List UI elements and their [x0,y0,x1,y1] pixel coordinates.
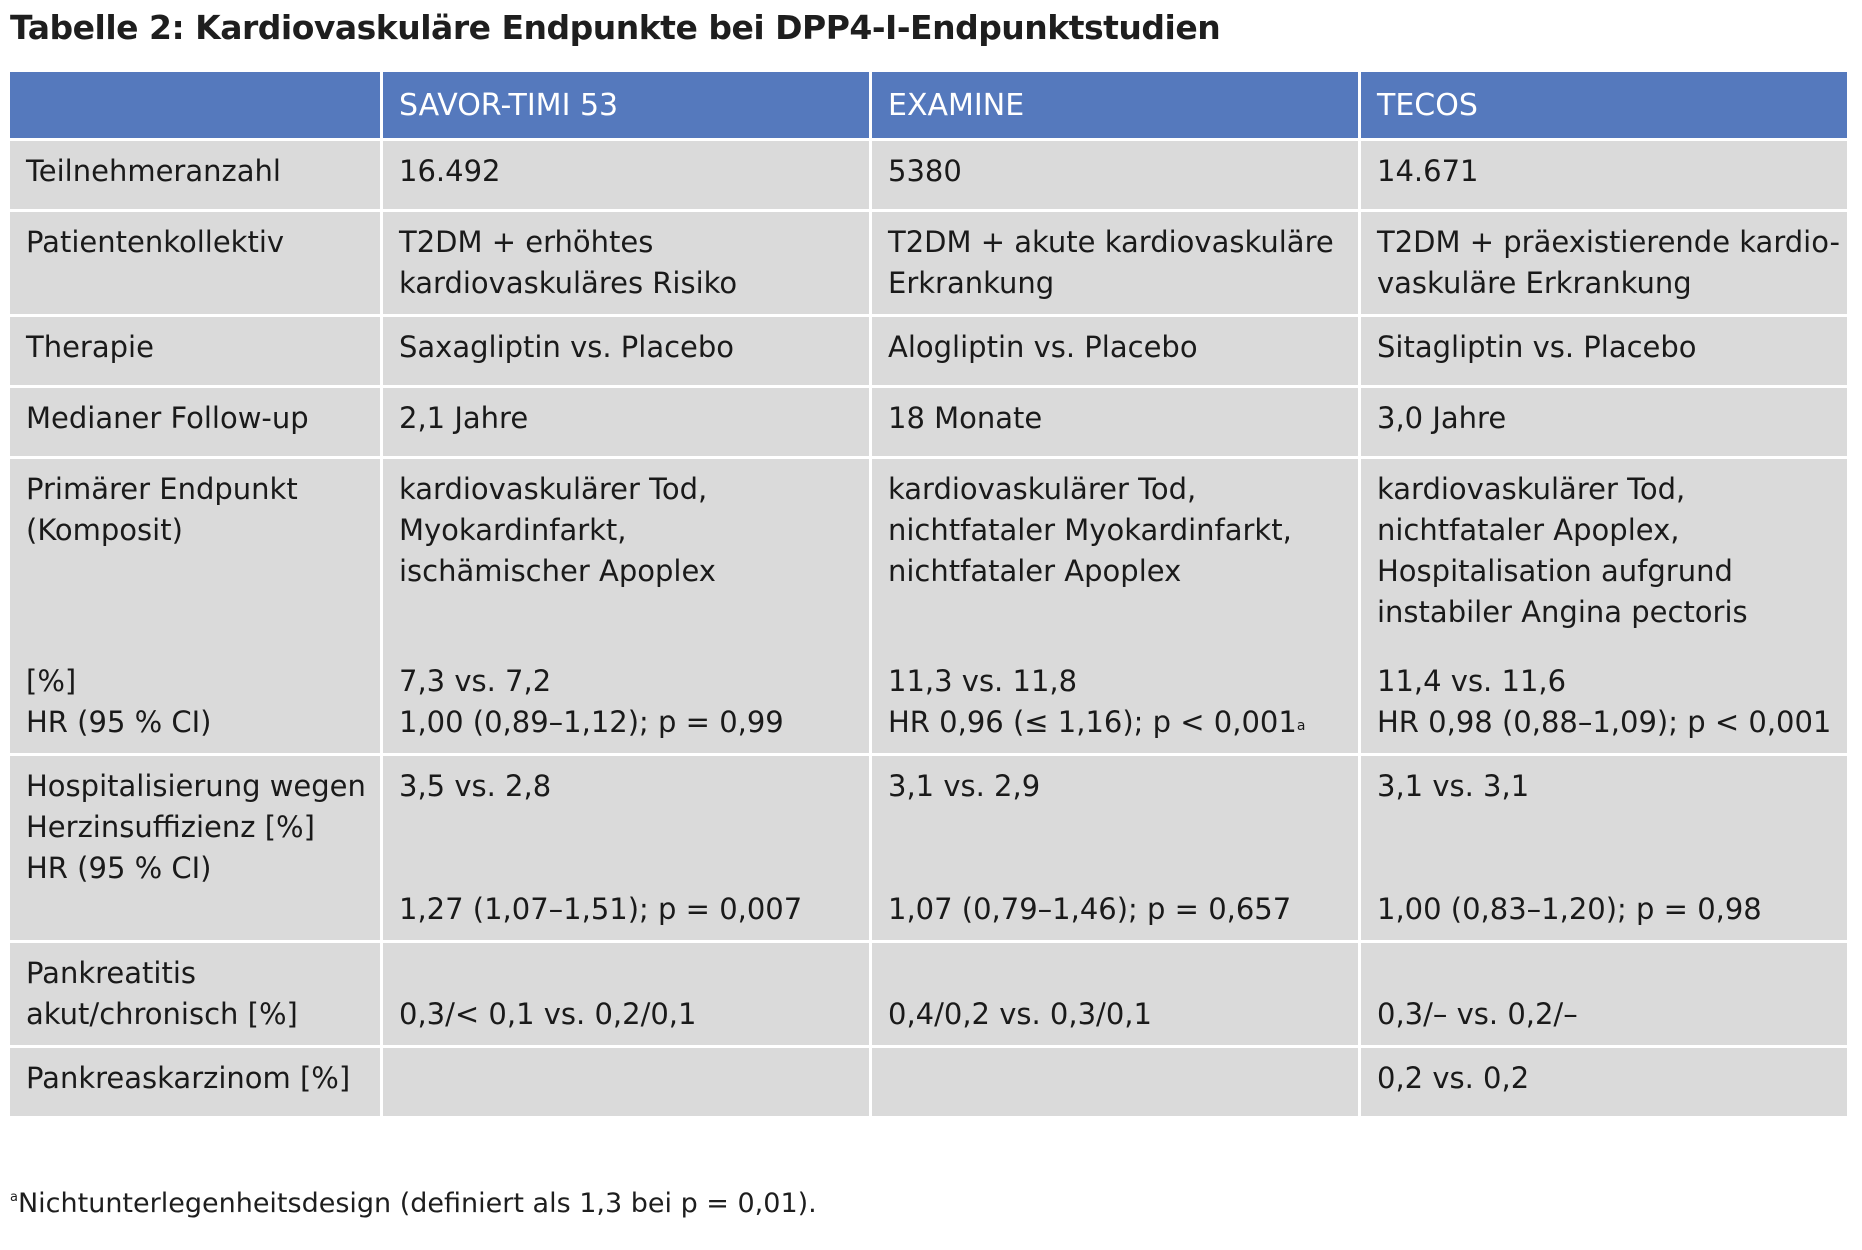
cell-line: 3,1 vs. 2,9 [888,769,1041,803]
row-label: Patientenkollektiv [10,212,380,314]
table-cell: kardiovaskulärer Tod, nichtfataler Apopl… [1361,459,1847,753]
table-cell [872,1048,1358,1116]
cell-line: kardiovaskuläres Risiko [399,266,738,300]
row-label: Pankreaskarzinom [%] [10,1048,380,1116]
table-cell: 3,1 vs. 3,1 1,00 (0,83–1,20); p = 0,98 [1361,756,1847,940]
cell-line: 1,07 (0,79–1,46); p = 0,657 [888,892,1292,926]
cell-line: 7,3 vs. 7,2 [399,664,552,698]
cell-line: 0,3/< 0,1 vs. 0,2/0,1 [399,997,697,1031]
header-examine: EXAMINE [872,72,1358,138]
table-cell: 3,0 Jahre [1361,388,1847,456]
table-row: Teilnehmeranzahl 16.492 5380 14.671 [10,141,1847,209]
row-label-text: (Komposit) [26,513,183,547]
table-row: Hospitalisierung wegen Herzinsuffizienz … [10,756,1847,940]
row-label-text: Pankreatitis [26,956,196,990]
row-label: Pankreatitis akut/chronisch [%] [10,943,380,1045]
table-footnote: aNichtunterlegenheitsdesign (definiert a… [10,1188,817,1219]
cell-line: 11,3 vs. 11,8 [888,664,1078,698]
table-cell: 18 Monate [872,388,1358,456]
table-row: Patientenkollektiv T2DM + erhöhtes kardi… [10,212,1847,314]
header-savor: SAVOR-TIMI 53 [383,72,869,138]
table-row: Primärer Endpunkt (Komposit) [%] HR (95 … [10,459,1847,753]
row-label-text: Hospitalisierung wegen [26,769,366,803]
table-title: Tabelle 2: Kardiovaskuläre Endpunkte bei… [10,8,1221,47]
cell-line: 0,4/0,2 vs. 0,3/0,1 [888,997,1152,1031]
cell-line: kardiovaskulärer Tod, [888,472,1197,506]
cell-line: kardiovaskulärer Tod, [399,472,708,506]
table-cell: 16.492 [383,141,869,209]
table-row: Medianer Follow-up 2,1 Jahre 18 Monate 3… [10,388,1847,456]
header-empty [10,72,380,138]
cell-line: 0,3/– vs. 0,2/– [1377,997,1578,1031]
table-cell: T2DM + präexistierende kardio- vaskuläre… [1361,212,1847,314]
cell-line: kardiovaskulärer Tod, [1377,472,1686,506]
hr-text: HR 0,96 (≤ 1,16); p < 0,001 [888,705,1297,739]
row-label-text: HR (95 % CI) [26,851,212,885]
cell-line: 3,5 vs. 2,8 [399,769,552,803]
footnote-marker: a [1296,718,1306,734]
table-cell: Saxagliptin vs. Placebo [383,317,869,385]
cell-line: HR 0,98 (0,88–1,09); p < 0,001 [1377,705,1832,739]
cell-line: nichtfataler Apoplex, [1377,513,1680,547]
cell-line: instabiler Angina pectoris [1377,595,1748,629]
cell-line: 3,1 vs. 3,1 [1377,769,1530,803]
row-label: Hospitalisierung wegen Herzinsuffizienz … [10,756,380,940]
row-label-text: Herzinsuffizienz [%] [26,810,315,844]
table-cell: Sitagliptin vs. Placebo [1361,317,1847,385]
table-cell: 0,3/– vs. 0,2/– [1361,943,1847,1045]
cell-line: 1,27 (1,07–1,51); p = 0,007 [399,892,803,926]
cell-line: ischämischer Apoplex [399,554,716,588]
cell-line: 11,4 vs. 11,6 [1377,664,1567,698]
table-cell: 14.671 [1361,141,1847,209]
table-cell [383,1048,869,1116]
table-cell: T2DM + erhöhtes kardiovaskuläres Risiko [383,212,869,314]
table-cell: 0,2 vs. 0,2 [1361,1048,1847,1116]
cell-line: HR 0,96 (≤ 1,16); p < 0,001a [888,702,1342,743]
row-label-text: Patientenkollektiv [26,225,285,259]
endpoints-table: SAVOR-TIMI 53 EXAMINE TECOS Teilnehmeran… [7,69,1850,1119]
cell-line: 1,00 (0,83–1,20); p = 0,98 [1377,892,1762,926]
cell-line: nichtfataler Apoplex [888,554,1182,588]
cell-line: 1,00 (0,89–1,12); p = 0,99 [399,705,784,739]
table-row: Therapie Saxagliptin vs. Placebo Aloglip… [10,317,1847,385]
table-cell: 2,1 Jahre [383,388,869,456]
table-cell: 3,5 vs. 2,8 1,27 (1,07–1,51); p = 0,007 [383,756,869,940]
cell-line: T2DM + akute kardiovaskuläre [888,225,1334,259]
header-tecos: TECOS [1361,72,1847,138]
table-cell: 0,3/< 0,1 vs. 0,2/0,1 [383,943,869,1045]
table-cell: 3,1 vs. 2,9 1,07 (0,79–1,46); p = 0,657 [872,756,1358,940]
row-label: Primärer Endpunkt (Komposit) [%] HR (95 … [10,459,380,753]
cell-line: Hospitalisation aufgrund [1377,554,1733,588]
table-row: Pankreaskarzinom [%] 0,2 vs. 0,2 [10,1048,1847,1116]
footnote-marker: a [10,1190,18,1205]
cell-line: T2DM + erhöhtes [399,225,654,259]
table-row: Pankreatitis akut/chronisch [%] 0,3/< 0,… [10,943,1847,1045]
row-label: Medianer Follow-up [10,388,380,456]
row-sublabel: [%] [26,664,77,698]
table-container: SAVOR-TIMI 53 EXAMINE TECOS Teilnehmeran… [10,72,1852,1116]
cell-line: vaskuläre Erkrankung [1377,266,1692,300]
header-row: SAVOR-TIMI 53 EXAMINE TECOS [10,72,1847,138]
footnote-text: Nichtunterlegenheitsdesign (definiert al… [17,1188,817,1219]
table-cell: Alogliptin vs. Placebo [872,317,1358,385]
row-label-text: Primärer Endpunkt [26,472,298,506]
row-label: Teilnehmeranzahl [10,141,380,209]
table-cell: T2DM + akute kardiovaskuläre Erkrankung [872,212,1358,314]
cell-line: Erkrankung [888,266,1055,300]
cell-line: Myokardinfarkt, [399,513,627,547]
table-cell: 5380 [872,141,1358,209]
table-cell: kardiovaskulärer Tod, nichtfataler Myoka… [872,459,1358,753]
table-cell: kardiovaskulärer Tod, Myokardinfarkt, is… [383,459,869,753]
cell-line: nichtfataler Myokardinfarkt, [888,513,1292,547]
row-label: Therapie [10,317,380,385]
cell-line: T2DM + präexistierende kardio- [1377,225,1840,259]
table-cell: 0,4/0,2 vs. 0,3/0,1 [872,943,1358,1045]
row-sublabel: HR (95 % CI) [26,705,212,739]
row-label-text: akut/chronisch [%] [26,997,298,1031]
